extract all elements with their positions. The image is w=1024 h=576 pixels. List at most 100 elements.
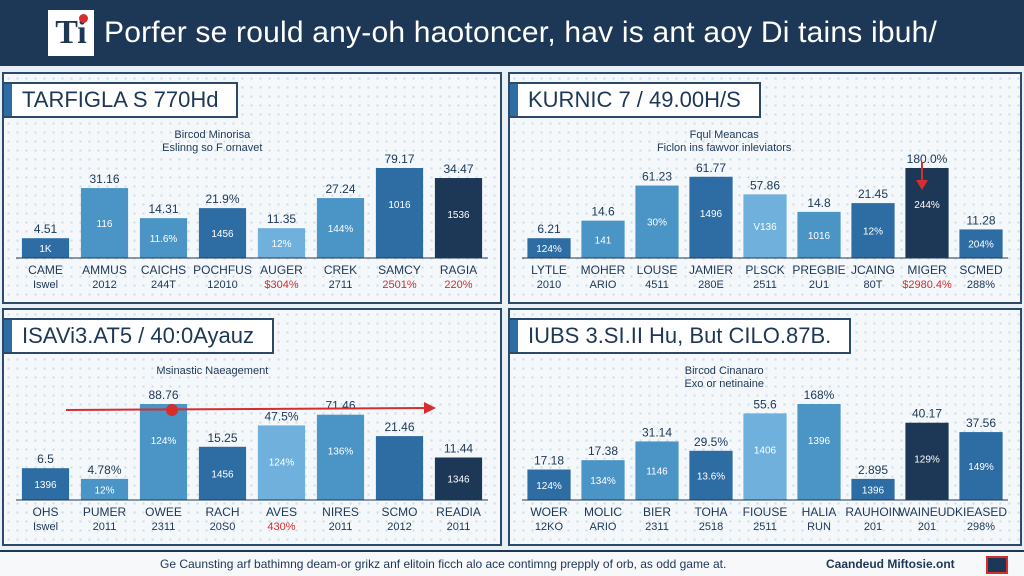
value-label: 40.17 (912, 407, 942, 421)
chart-annotation: Bircod Cinanaro (685, 365, 764, 377)
value-label: 61.77 (696, 161, 726, 175)
chart-panel-bottom-left: ISAVi3.AT5 / 40:0Ayauz 6.5 1396 OHS Iswel 4.… (2, 308, 502, 546)
bar (139, 218, 188, 258)
bar (21, 238, 70, 258)
category-sublabel: ARIO (590, 521, 617, 533)
bar (905, 168, 949, 258)
category-sublabel: $2980.4% (902, 279, 952, 291)
chart-annotation: Bircod Minorisa (174, 129, 251, 141)
bar (797, 404, 841, 500)
category-sublabel: $304% (264, 279, 298, 291)
value-label: 6.5 (37, 452, 54, 466)
bar-inner-label: 1K (39, 244, 52, 255)
footer: Ge Caunsting arf bathimng deam-or grikz … (0, 550, 1024, 576)
value-label: 34.47 (443, 162, 473, 176)
value-label: 21.46 (384, 420, 414, 434)
bar (80, 188, 129, 258)
bar (21, 468, 70, 500)
value-label: 29.5% (694, 435, 728, 449)
category-label: CAICHS (141, 263, 186, 277)
category-sublabel: 2011 (447, 521, 471, 533)
value-label: 31.14 (642, 425, 672, 439)
bar (959, 432, 1003, 500)
value-label: 31.16 (89, 172, 119, 186)
page-title: Porfer se rould any-oh haotoncer, hav is… (104, 16, 938, 49)
bar-inner-label: 141 (595, 235, 612, 246)
value-label: 47.5% (264, 409, 298, 423)
bar-inner-label: 1456 (211, 229, 234, 240)
value-label: 2.895 (858, 463, 888, 477)
category-sublabel: 201 (918, 521, 936, 533)
bar (905, 422, 949, 500)
category-sublabel: 430% (267, 521, 295, 533)
category-label: PREGBIE (792, 263, 845, 277)
category-sublabel: 2012 (92, 279, 116, 291)
category-sublabel: ARIO (590, 279, 617, 291)
category-sublabel: 288% (967, 279, 995, 291)
category-sublabel: 298% (967, 521, 995, 533)
category-sublabel: Iswel (33, 279, 58, 291)
bar (797, 211, 841, 258)
bar (316, 414, 365, 500)
bar (434, 457, 483, 500)
bar-inner-label: 1496 (700, 209, 723, 220)
value-label: 14.31 (148, 202, 178, 216)
bar-chart-svg: 4.51 1K CAME Iswel 31.16 116 AMMUS 2012 14.31 11.… (16, 129, 488, 291)
bar-inner-label: 12% (271, 239, 291, 250)
category-label: SAMCY (378, 263, 421, 277)
category-sublabel: 2011 (93, 521, 117, 533)
category-label: SCMO (382, 505, 418, 519)
bar (689, 450, 733, 500)
chart-title-text: ISAVi3.AT5 / 40:0Ayauz (22, 323, 254, 348)
category-sublabel: 2U1 (809, 279, 829, 291)
bar (635, 441, 679, 500)
category-sublabel: 2511 (753, 521, 777, 533)
bar (198, 446, 247, 500)
category-label: SCMED (959, 263, 1003, 277)
bar-inner-label: 1146 (646, 467, 668, 478)
chart-title: ISAVi3.AT5 / 40:0Ayauz (4, 318, 274, 354)
category-sublabel: 2711 (329, 279, 353, 291)
trend-arrow-line (65, 407, 429, 411)
category-label: MOHER (581, 263, 626, 277)
category-label: OHS (32, 505, 58, 519)
bar (198, 208, 247, 258)
bar-inner-label: 1396 (862, 485, 885, 496)
bar-inner-label: 129% (914, 455, 940, 466)
category-label: CREK (324, 263, 357, 277)
chart-title-text: TARFIGLA S 770Hd (22, 87, 219, 112)
category-label: AMMUS (82, 263, 127, 277)
category-label: READIA (436, 505, 481, 519)
bar-inner-label: 116 (97, 219, 113, 230)
bar-chart-svg: 6.21 124% LYTLE 2010 14.6 141 MOHER ARIO 61.23 30… (522, 129, 1008, 291)
category-label: AUGER (260, 263, 303, 277)
bar-inner-label: 12% (863, 227, 883, 238)
category-label: MOLIC (584, 505, 622, 519)
bar-inner-label: 204% (968, 240, 994, 251)
category-label: PUMER (83, 505, 127, 519)
bar (139, 404, 188, 500)
chart-panel-top-left: TARFIGLA S 770Hd 4.51 1K CAME Iswel 31.16 116… (2, 72, 502, 304)
category-label: FIOUSE (743, 505, 788, 519)
value-label: 15.25 (207, 431, 237, 445)
value-label: 11.35 (267, 212, 296, 226)
category-label: JAMIER (689, 263, 733, 277)
category-sublabel: 4511 (645, 279, 669, 291)
category-sublabel: RUN (807, 521, 831, 533)
category-label: HALIA (802, 505, 837, 519)
category-label: NIRES (322, 505, 359, 519)
chart-panel-bottom-right: IUBS 3.SI.II Hu, But CILO.87B. 17.18 124%… (508, 308, 1022, 546)
bar (434, 178, 483, 258)
value-label: 21.45 (858, 187, 888, 201)
value-label: 4.78% (87, 463, 121, 477)
bar (375, 168, 424, 258)
category-sublabel: 2011 (329, 521, 353, 533)
category-sublabel: 20S0 (210, 521, 236, 533)
bar-inner-label: 1406 (754, 445, 777, 456)
value-label: 88.76 (148, 388, 178, 402)
value-label: 71.46 (325, 399, 355, 413)
value-label: 14.8 (807, 196, 831, 210)
value-label: 11.28 (966, 213, 995, 227)
value-label: 21.9% (205, 192, 239, 206)
category-label: TOHA (694, 505, 727, 519)
